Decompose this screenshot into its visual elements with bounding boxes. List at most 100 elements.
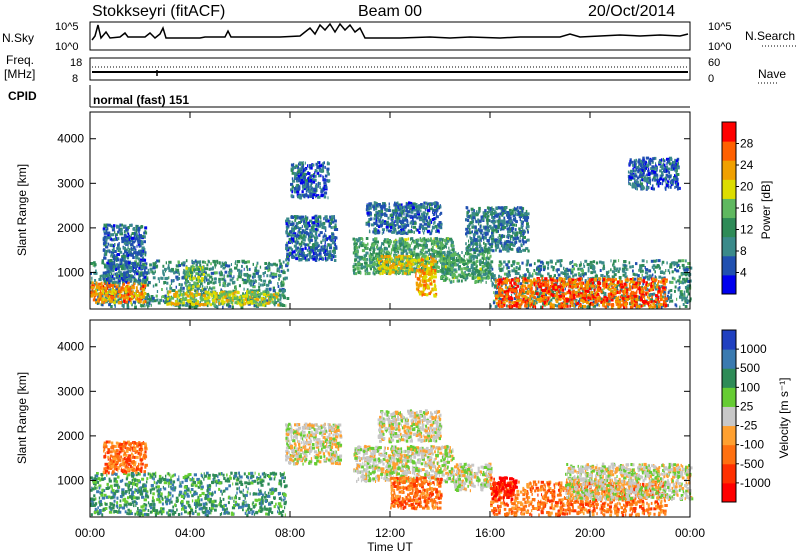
range-gate-cell xyxy=(442,251,445,254)
range-gate-cell xyxy=(309,236,311,239)
range-gate-cell xyxy=(290,247,292,250)
range-gate-cell xyxy=(96,281,98,284)
range-gate-cell xyxy=(393,226,394,229)
range-gate-cell xyxy=(321,194,324,197)
range-gate-cell xyxy=(150,268,153,271)
range-gate-cell xyxy=(416,243,418,246)
range-gate-cell xyxy=(391,221,393,224)
range-gate-cell xyxy=(250,284,253,287)
range-gate-cell xyxy=(442,238,444,241)
range-gate-cell xyxy=(104,287,107,290)
range-gate-cell xyxy=(131,262,133,265)
range-gate-cell xyxy=(332,235,335,238)
range-gate-cell xyxy=(114,243,116,246)
range-gate-cell xyxy=(295,257,298,260)
range-gate-cell xyxy=(297,241,298,244)
range-gate-cell xyxy=(424,223,428,226)
range-gate-cell xyxy=(324,238,326,241)
range-gate-cell xyxy=(412,268,414,271)
range-gate-cell xyxy=(329,235,331,238)
range-gate-cell xyxy=(116,272,118,275)
range-gate-cell xyxy=(205,267,208,270)
range-gate-cell xyxy=(449,265,451,268)
range-gate-cell xyxy=(168,302,170,305)
nsky-left-tick-top: 10^5 xyxy=(55,21,79,33)
range-gate-cell xyxy=(212,286,215,289)
range-gate-cell xyxy=(178,261,180,264)
range-gate-cell xyxy=(215,277,217,280)
range-gate-cell xyxy=(376,259,377,262)
range-gate-cell xyxy=(440,276,442,279)
range-gate-cell xyxy=(601,261,603,264)
range-gate-cell xyxy=(354,240,356,243)
range-gate-cell xyxy=(666,261,667,264)
range-gate-cell xyxy=(115,268,117,271)
nsky-label: N.Sky xyxy=(2,31,34,45)
range-gate-cell xyxy=(269,280,271,283)
range-gate-cell xyxy=(281,284,284,287)
range-gate-cell xyxy=(486,272,488,275)
range-gate-cell xyxy=(223,293,227,296)
range-gate-cell xyxy=(260,266,261,269)
range-gate-cell xyxy=(256,272,259,275)
range-gate-cell xyxy=(137,265,138,268)
range-gate-cell xyxy=(445,265,447,268)
range-gate-cell xyxy=(298,228,300,231)
range-gate-cell xyxy=(118,290,121,293)
range-gate-cell xyxy=(227,265,230,268)
range-gate-cell xyxy=(390,226,392,229)
range-gate-cell xyxy=(201,277,204,280)
range-gate-cell xyxy=(388,209,391,212)
range-gate-cell xyxy=(271,263,273,266)
range-gate-cell xyxy=(478,280,479,283)
range-gate-cell xyxy=(397,231,400,234)
range-gate-cell xyxy=(292,250,295,253)
range-gate-cell xyxy=(403,256,406,259)
range-gate-cell xyxy=(388,221,389,224)
range-gate-cell xyxy=(416,203,418,206)
range-gate-cell xyxy=(590,271,593,274)
range-gate-cell xyxy=(414,241,416,244)
range-gate-cell xyxy=(123,283,125,286)
range-gate-cell xyxy=(279,259,281,262)
range-gate-cell xyxy=(132,256,135,259)
range-gate-cell xyxy=(208,260,209,263)
range-gate-cell xyxy=(251,295,252,298)
range-gate-cell xyxy=(398,225,401,228)
range-gate-cell xyxy=(264,262,267,265)
range-gate-cell xyxy=(373,217,375,220)
range-gate-cell xyxy=(161,296,162,299)
range-gate-cell xyxy=(476,260,478,263)
range-gate-cell xyxy=(429,282,432,285)
range-gate-cell xyxy=(412,206,415,209)
range-gate-cell xyxy=(133,246,136,249)
range-gate-cell xyxy=(378,261,380,264)
range-gate-cell xyxy=(461,251,462,254)
range-gate-cell xyxy=(232,281,235,284)
range-gate-cell xyxy=(334,241,335,244)
range-gate-cell xyxy=(104,301,105,304)
range-gate-cell xyxy=(229,291,232,294)
range-gate-cell xyxy=(427,212,428,215)
range-gate-cell xyxy=(140,226,142,229)
range-gate-cell xyxy=(280,298,282,301)
range-gate-cell xyxy=(387,217,389,220)
range-gate-cell xyxy=(185,304,187,307)
range-gate-cell xyxy=(426,227,428,230)
range-gate-cell xyxy=(430,256,431,259)
range-gate-cell xyxy=(191,268,192,271)
range-gate-cell xyxy=(117,295,119,298)
range-gate-cell xyxy=(121,237,124,240)
range-gate-cell xyxy=(642,259,645,262)
range-gate-cell xyxy=(325,241,326,244)
range-gate-cell xyxy=(128,261,130,264)
range-gate-cell xyxy=(324,191,327,194)
range-gate-cell xyxy=(635,262,637,265)
range-gate-cell xyxy=(298,255,299,258)
range-gate-cell xyxy=(129,291,131,294)
range-gate-cell xyxy=(433,280,435,283)
range-gate-cell xyxy=(291,164,294,167)
range-gate-cell xyxy=(384,203,386,206)
range-gate-cell xyxy=(581,269,584,272)
range-gate-cell xyxy=(688,293,690,296)
